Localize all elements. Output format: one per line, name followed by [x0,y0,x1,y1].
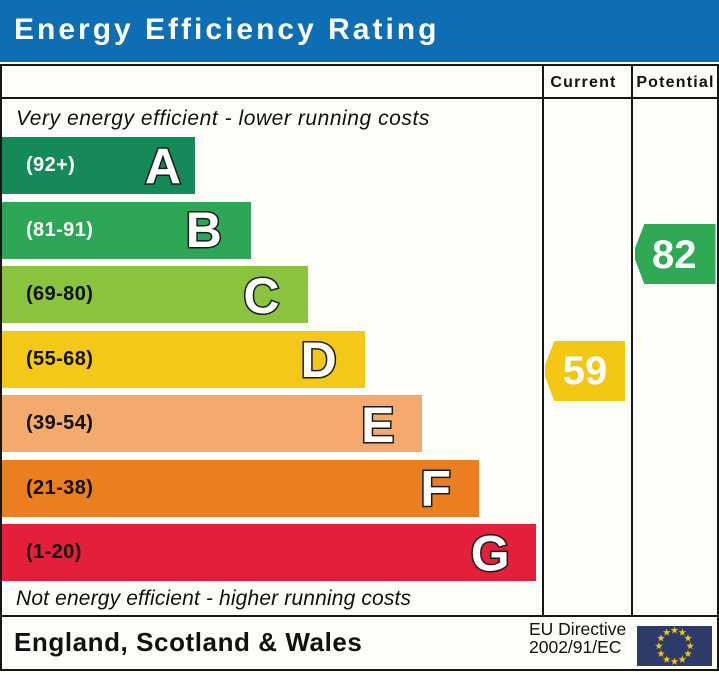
svg-text:C: C [243,268,279,324]
svg-text:D: D [301,332,337,388]
svg-text:F: F [420,461,451,517]
svg-text:B: B [186,202,222,258]
svg-text:E: E [361,397,394,453]
svg-text:G: G [471,526,510,582]
svg-text:A: A [145,139,181,195]
